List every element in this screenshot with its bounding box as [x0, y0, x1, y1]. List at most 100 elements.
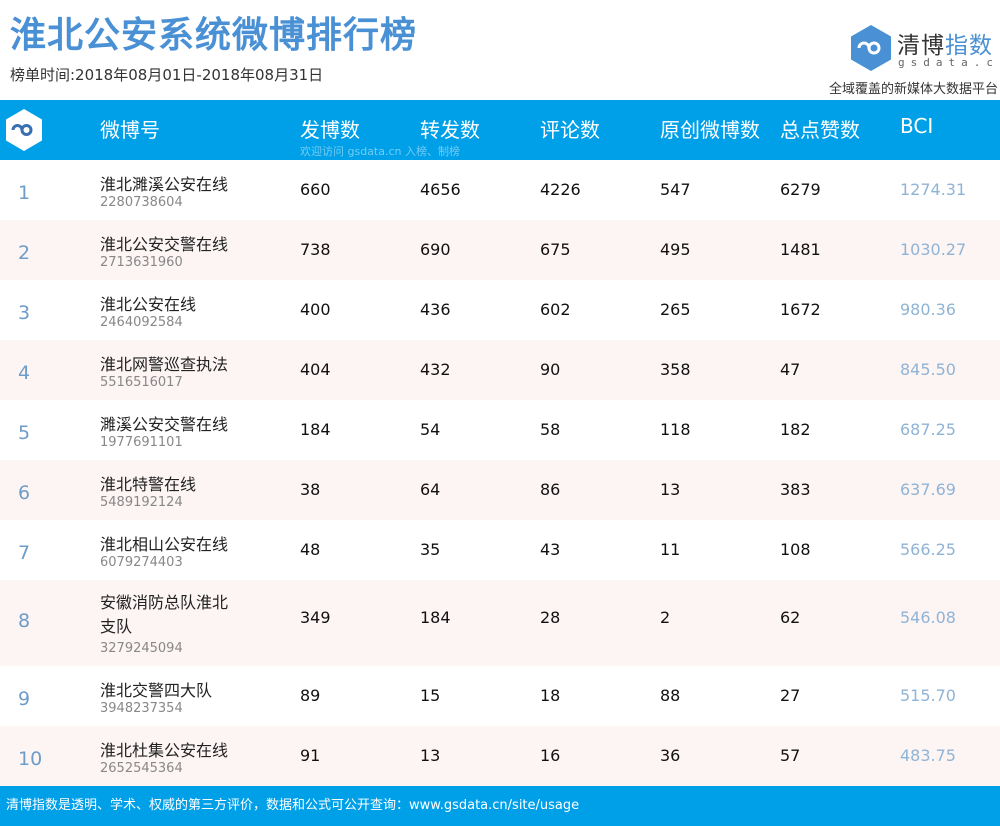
bci-score: 687.25	[900, 420, 956, 439]
comments-count: 90	[540, 360, 561, 379]
original-count: 495	[660, 240, 691, 259]
original-count: 2	[660, 608, 671, 627]
original-count: 11	[660, 540, 681, 559]
account-id: 3948237354	[100, 701, 183, 716]
table-row[interactable]: 2 淮北公安交警在线 2713631960 738 690 675 495 14…	[0, 220, 1000, 280]
original-count: 358	[660, 360, 691, 379]
table-row[interactable]: 10 淮北杜集公安在线 2652545364 91 13 16 36 57 48…	[0, 726, 1000, 786]
account-id: 6079274403	[100, 555, 183, 570]
account-name[interactable]: 淮北交警四大队	[100, 681, 213, 700]
account-name[interactable]: 淮北特警在线	[100, 475, 197, 494]
account-id: 2280738604	[100, 195, 183, 210]
rank: 6	[18, 482, 31, 504]
reposts-count: 13	[420, 746, 441, 765]
posts-count: 38	[300, 480, 321, 499]
bci-score: 566.25	[900, 540, 956, 559]
column-header-account[interactable]: 微博号	[100, 118, 160, 142]
table-row[interactable]: 5 濉溪公安交警在线 1977691101 184 54 58 118 182 …	[0, 400, 1000, 460]
comments-count: 86	[540, 480, 561, 499]
original-count: 118	[660, 420, 691, 439]
brand-name: 清博指数	[897, 26, 993, 60]
table-row[interactable]: 9 淮北交警四大队 3948237354 89 15 18 88 27 515.…	[0, 666, 1000, 726]
likes-count: 108	[780, 540, 811, 559]
original-count: 36	[660, 746, 681, 765]
comments-count: 43	[540, 540, 561, 559]
posts-count: 400	[300, 300, 331, 319]
table-row[interactable]: 6 淮北特警在线 5489192124 38 64 86 13 383 637.…	[0, 460, 1000, 520]
table-header: 微博号 发博数 转发数 评论数 原创微博数 总点赞数 BCI 欢迎访问 gsda…	[0, 100, 1000, 160]
reposts-count: 4656	[420, 180, 461, 199]
account-name[interactable]: 淮北公安在线	[100, 295, 197, 314]
likes-count: 47	[780, 360, 801, 379]
ranking-period: 榜单时间:2018年08月01日-2018年08月31日	[10, 66, 324, 84]
account-name[interactable]: 淮北网警巡查执法	[100, 355, 229, 374]
account-id: 5516516017	[100, 375, 183, 390]
brand-name-part2: 指数	[945, 33, 993, 59]
brand-slogan: 全域覆盖的新媒体大数据平台	[828, 82, 998, 97]
rank: 8	[18, 610, 31, 632]
column-header-posts[interactable]: 发博数	[300, 118, 360, 142]
bci-score: 1030.27	[900, 240, 967, 259]
comments-count: 16	[540, 746, 561, 765]
column-header-original[interactable]: 原创微博数	[660, 118, 760, 142]
column-header-comments[interactable]: 评论数	[540, 118, 600, 142]
brand-logo: 清博指数 gsdata.cn 全域覆盖的新媒体大数据平台	[800, 24, 1000, 97]
reposts-count: 184	[420, 608, 451, 627]
comments-count: 4226	[540, 180, 581, 199]
reposts-count: 35	[420, 540, 441, 559]
likes-count: 182	[780, 420, 811, 439]
rank: 4	[18, 362, 31, 384]
original-count: 265	[660, 300, 691, 319]
table-row[interactable]: 1 淮北濉溪公安在线 2280738604 660 4656 4226 547 …	[0, 160, 1000, 220]
comments-count: 602	[540, 300, 571, 319]
reposts-count: 15	[420, 686, 441, 705]
column-header-reposts[interactable]: 转发数	[420, 118, 480, 142]
column-header-bci[interactable]: BCI	[900, 114, 934, 138]
likes-count: 57	[780, 746, 801, 765]
table-row[interactable]: 3 淮北公安在线 2464092584 400 436 602 265 1672…	[0, 280, 1000, 340]
column-header-likes[interactable]: 总点赞数	[780, 118, 860, 142]
posts-count: 48	[300, 540, 321, 559]
rank: 3	[18, 302, 31, 324]
bci-score: 1274.31	[900, 180, 967, 199]
table-row[interactable]: 8 安徽消防总队淮北支队 3279245094 349 184 28 2 62 …	[0, 580, 1000, 666]
posts-count: 660	[300, 180, 331, 199]
account-id: 1977691101	[100, 435, 183, 450]
posts-count: 184	[300, 420, 331, 439]
bci-score: 637.69	[900, 480, 956, 499]
likes-count: 383	[780, 480, 811, 499]
comments-count: 58	[540, 420, 561, 439]
account-name[interactable]: 安徽消防总队淮北支队	[100, 593, 229, 636]
account-name[interactable]: 淮北公安交警在线	[100, 235, 229, 254]
bci-score: 546.08	[900, 608, 956, 627]
infinity-hexagon-icon	[851, 25, 891, 71]
account-id: 5489192124	[100, 495, 183, 510]
account-id: 3279245094	[100, 641, 183, 656]
bci-score: 483.75	[900, 746, 956, 765]
posts-count: 738	[300, 240, 331, 259]
watermark: 欢迎访问 gsdata.cn 入榜、制榜	[300, 145, 460, 158]
posts-count: 349	[300, 608, 331, 627]
table-row[interactable]: 4 淮北网警巡查执法 5516516017 404 432 90 358 47 …	[0, 340, 1000, 400]
table-row[interactable]: 7 淮北相山公安在线 6079274403 48 35 43 11 108 56…	[0, 520, 1000, 580]
reposts-count: 432	[420, 360, 451, 379]
account-name[interactable]: 淮北濉溪公安在线	[100, 175, 229, 194]
posts-count: 91	[300, 746, 321, 765]
account-name[interactable]: 濉溪公安交警在线	[100, 415, 229, 434]
rank: 1	[18, 182, 31, 204]
infinity-hexagon-icon	[6, 109, 42, 151]
reposts-count: 436	[420, 300, 451, 319]
reposts-count: 54	[420, 420, 441, 439]
comments-count: 18	[540, 686, 561, 705]
account-name[interactable]: 淮北相山公安在线	[100, 535, 229, 554]
page-title: 淮北公安系统微博排行榜	[10, 15, 418, 56]
original-count: 13	[660, 480, 681, 499]
account-name[interactable]: 淮北杜集公安在线	[100, 741, 229, 760]
likes-count: 27	[780, 686, 801, 705]
likes-count: 1481	[780, 240, 821, 259]
comments-count: 675	[540, 240, 571, 259]
posts-count: 89	[300, 686, 321, 705]
bci-score: 845.50	[900, 360, 956, 379]
reposts-count: 690	[420, 240, 451, 259]
page-header: 淮北公安系统微博排行榜 榜单时间:2018年08月01日-2018年08月31日…	[0, 0, 1000, 100]
